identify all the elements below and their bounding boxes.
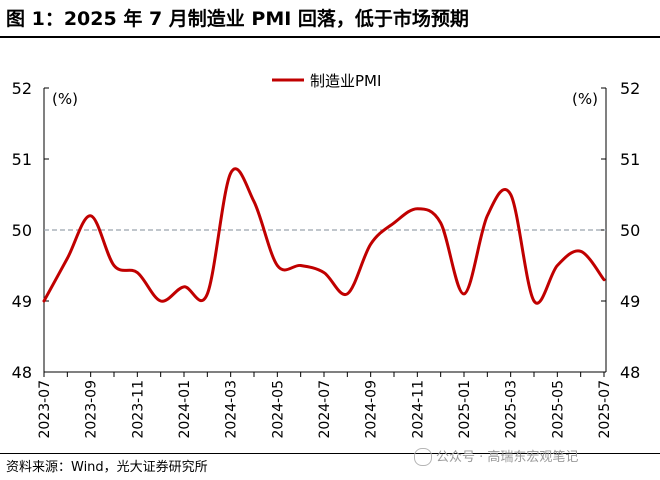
- data-point: [253, 200, 256, 203]
- data-point: [276, 264, 279, 267]
- data-point: [183, 285, 186, 288]
- y-tick-label-left: 51: [12, 150, 32, 169]
- data-point: [323, 271, 326, 274]
- legend: 制造业PMI: [272, 72, 381, 90]
- data-point: [136, 271, 139, 274]
- y-axis-left: 48 49 50 51 52: [12, 79, 49, 382]
- data-point: [463, 292, 466, 295]
- data-point: [369, 243, 372, 246]
- x-tick-label: 2023-11: [130, 380, 146, 439]
- data-point: [509, 193, 512, 196]
- footer-divider: [0, 453, 660, 454]
- data-point: [159, 300, 162, 303]
- x-axis: 2023-07 2023-09 2023-11 2024-01 2024-03 2024-…: [37, 372, 613, 439]
- series-line-manufacturing-pmi: [42, 167, 606, 305]
- x-tick-label: 2024-03: [224, 380, 240, 439]
- data-point: [346, 292, 349, 295]
- y-axis-right: 48 49 50 51 52: [601, 79, 640, 382]
- x-tick-label: 2024-01: [177, 380, 193, 439]
- y-tick-label-right: 52: [620, 79, 640, 98]
- x-tick-label: 2024-05: [270, 380, 286, 439]
- y-tick-label-right: 50: [620, 221, 640, 240]
- data-point: [113, 264, 116, 267]
- data-point: [439, 221, 442, 224]
- x-tick-label: 2023-09: [84, 380, 100, 439]
- watermark-text: 公众号 · 高瑞东宏观笔记: [436, 450, 579, 465]
- x-tick-label: 2025-01: [457, 380, 473, 439]
- x-tick-label: 2025-05: [550, 380, 566, 439]
- source-note: 资料来源：Wind，光大证券研究所: [6, 460, 208, 475]
- data-point: [416, 207, 419, 210]
- x-tick-label: 2025-07: [597, 380, 613, 439]
- data-point: [393, 221, 396, 224]
- data-point: [556, 264, 559, 267]
- wechat-icon: [414, 447, 432, 466]
- y-tick-label-right: 48: [620, 363, 640, 382]
- y-tick-label-left: 50: [12, 221, 32, 240]
- y-tick-label-left: 49: [12, 292, 32, 311]
- watermark: 公众号 · 高瑞东宏观笔记: [414, 446, 578, 467]
- data-point: [299, 264, 302, 267]
- y-tick-label-left: 48: [12, 363, 32, 382]
- data-point: [89, 214, 92, 217]
- data-point: [206, 292, 209, 295]
- x-tick-label: 2023-07: [37, 380, 53, 439]
- data-point: [603, 278, 606, 281]
- data-point: [229, 172, 232, 175]
- y-tick-label-right: 49: [620, 292, 640, 311]
- data-point: [43, 300, 46, 303]
- data-point: [579, 250, 582, 253]
- x-tick-label: 2024-07: [317, 380, 333, 439]
- x-tick-label: 2024-11: [410, 380, 426, 439]
- data-point: [486, 214, 489, 217]
- chart-title: 图 1：2025 年 7 月制造业 PMI 回落，低于市场预期: [6, 8, 469, 30]
- legend-label: 制造业PMI: [310, 72, 381, 90]
- data-point: [533, 300, 536, 303]
- y-tick-label-right: 51: [620, 150, 640, 169]
- x-tick-label: 2024-09: [364, 380, 380, 439]
- y-axis-right-unit: (%): [572, 90, 598, 108]
- y-axis-left-unit: (%): [52, 90, 78, 108]
- x-tick-label: 2025-03: [504, 380, 520, 439]
- title-divider: [0, 36, 660, 38]
- data-point: [66, 257, 69, 260]
- y-tick-label-left: 52: [12, 79, 32, 98]
